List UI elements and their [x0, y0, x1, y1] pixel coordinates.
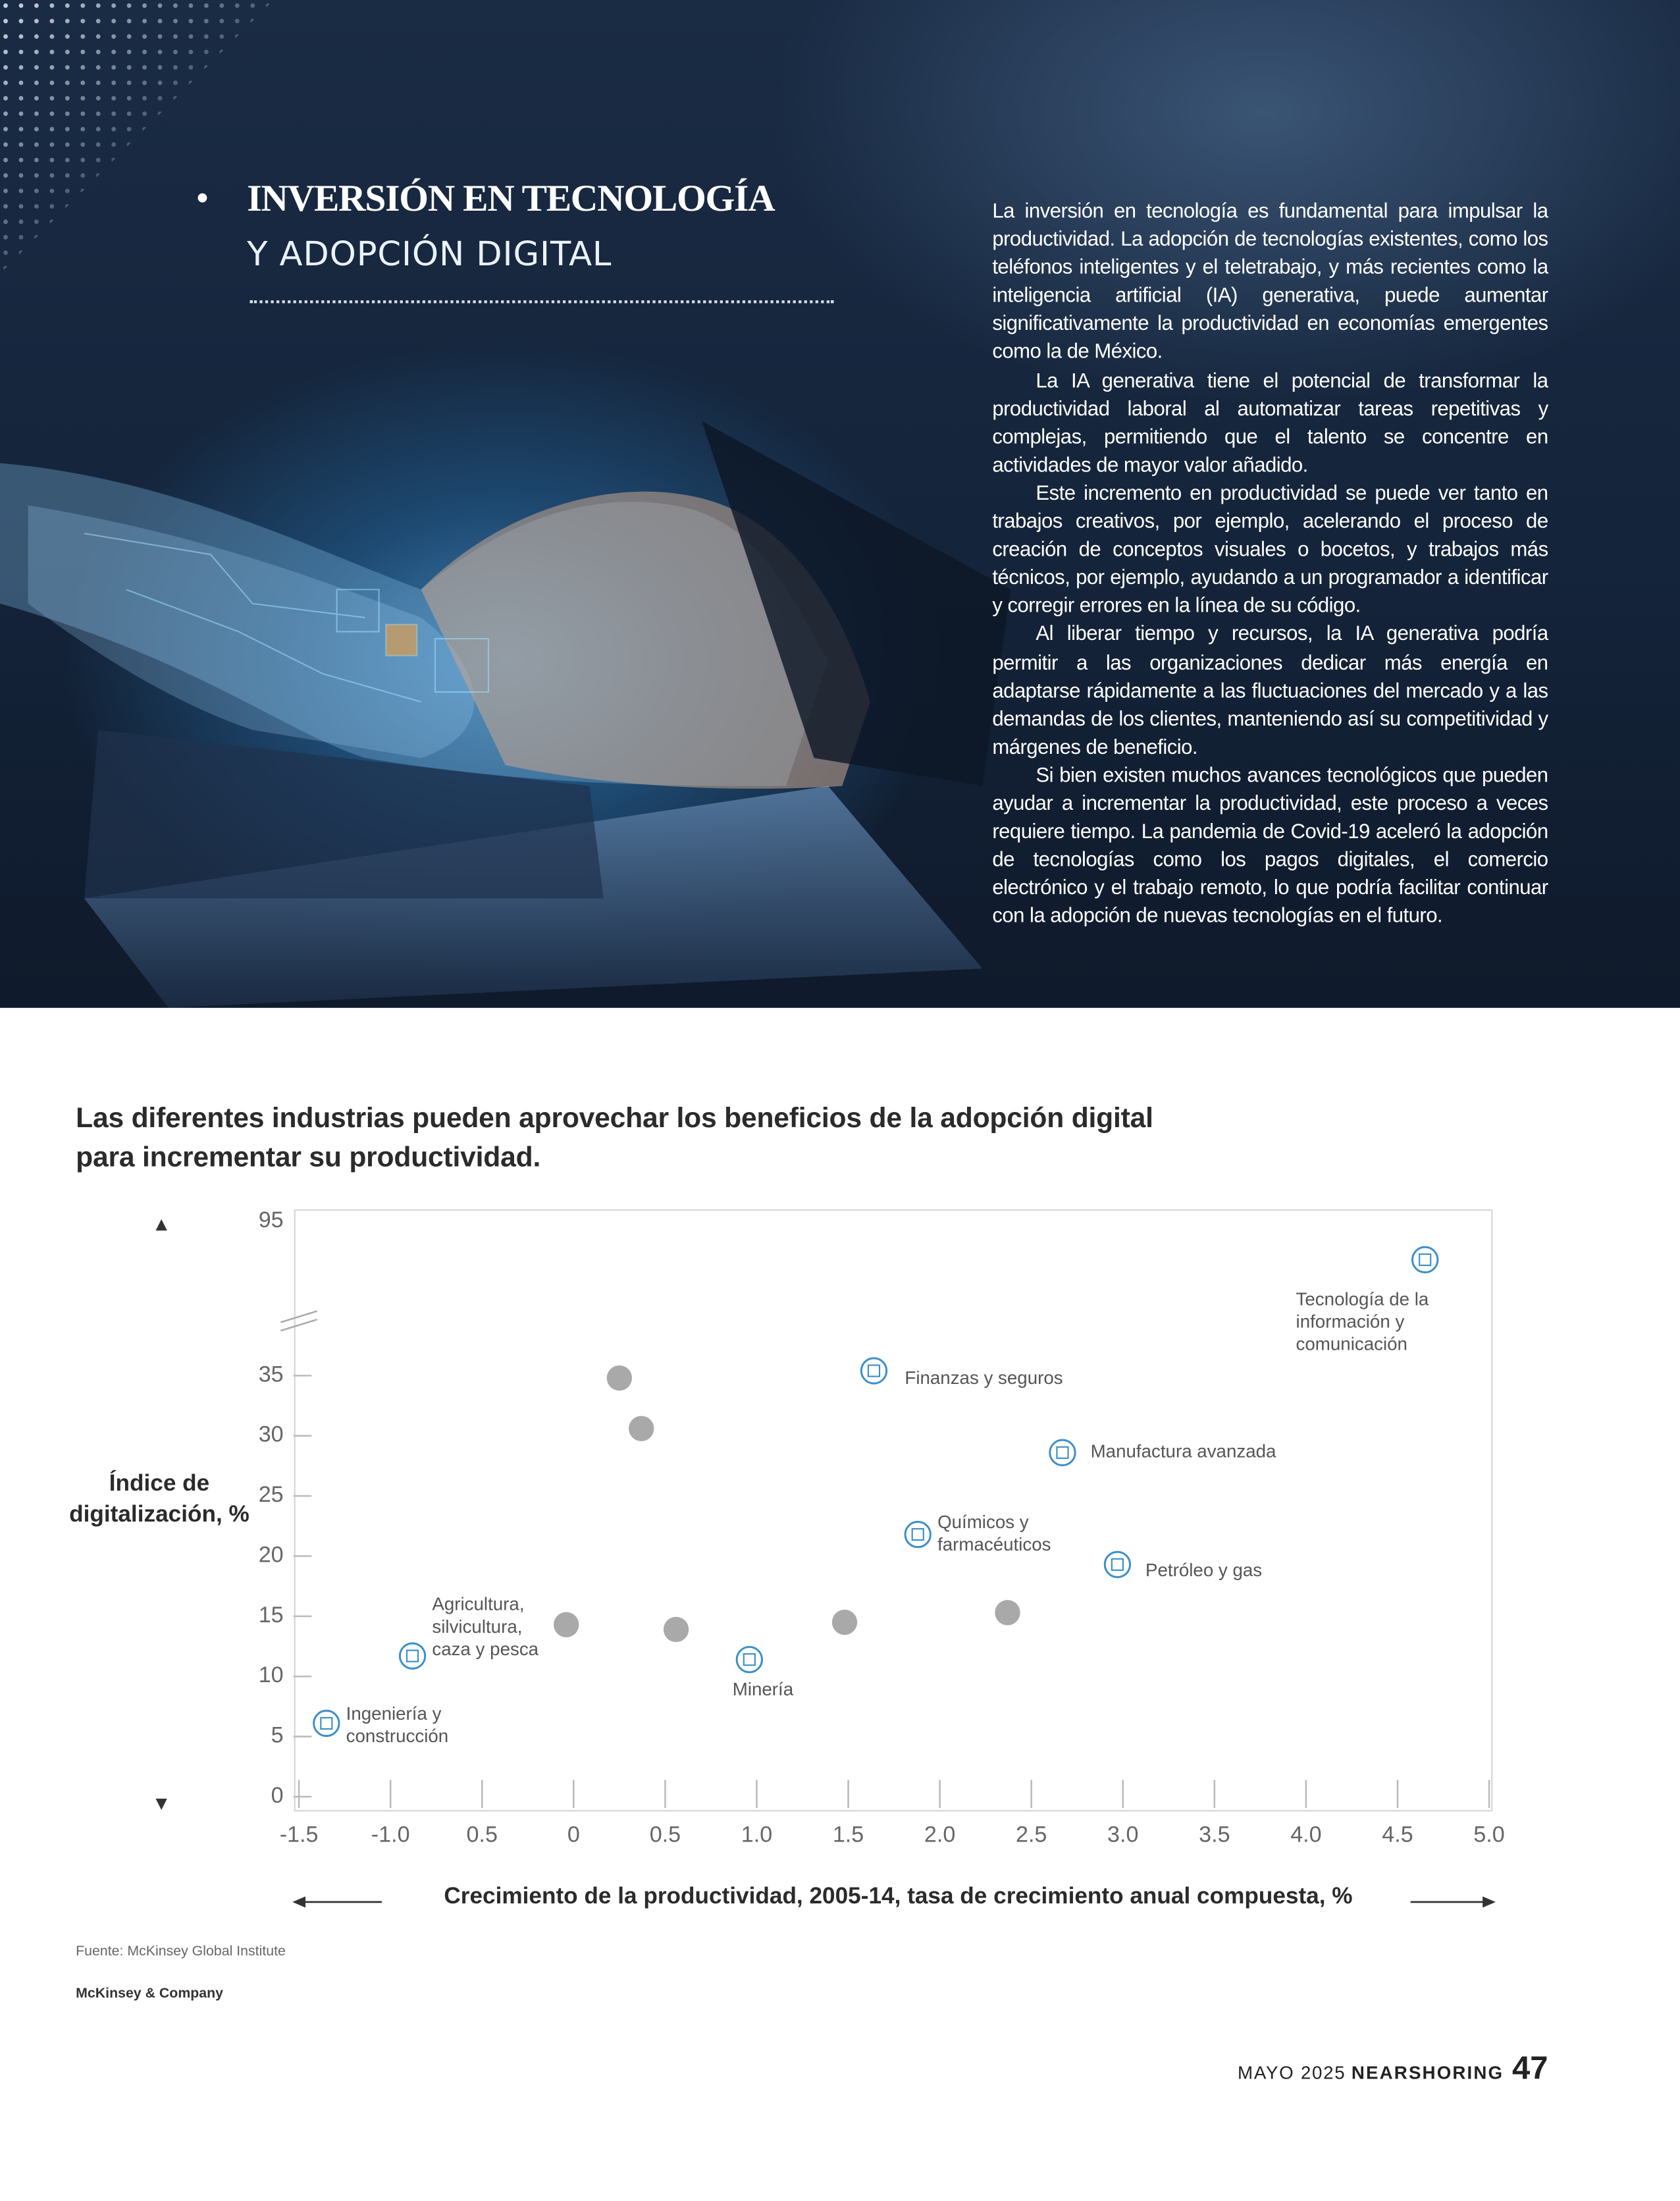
- hero-image: • INVERSIÓN EN TECNOLOGÍA Y ADOPCIÓN DIG…: [0, 0, 1680, 1008]
- section-subtitle: Y ADOPCIÓN DIGITAL: [247, 234, 612, 274]
- y-tick-label: 10: [259, 1662, 284, 1687]
- industry-icon: [1103, 1551, 1132, 1578]
- x-tick-label: 0.5: [650, 1822, 681, 1847]
- data-point: [995, 1600, 1020, 1626]
- icon-detail: [867, 1364, 881, 1377]
- icon-detail: [320, 1716, 333, 1730]
- point-label: caza y pesca: [432, 1639, 538, 1659]
- data-point: [629, 1416, 654, 1441]
- paragraph: Si bien existen muchos avances tecnológi…: [992, 764, 1548, 928]
- point-label: información y: [1296, 1312, 1405, 1332]
- chart-brand: McKinsey & Company: [76, 1986, 224, 2002]
- issue-date: MAYO 2025: [1238, 2061, 1346, 2083]
- y-tick-label: 5: [271, 1723, 284, 1748]
- y-tick-label: 30: [259, 1422, 284, 1447]
- y-axis-label: Índice de digitalización, %: [69, 1471, 249, 1527]
- point-label: farmacéuticos: [937, 1534, 1051, 1554]
- x-tick-label: 4.0: [1290, 1822, 1321, 1847]
- x-axis-label: Crecimiento de la productividad, 2005-14…: [444, 1884, 1353, 1909]
- y-tick-label: 15: [259, 1603, 284, 1628]
- x-tick-label: 1.0: [741, 1822, 772, 1847]
- point-label: Agricultura,: [432, 1594, 524, 1614]
- point-label: Tecnología de la: [1296, 1288, 1429, 1309]
- x-tick-label: 3.5: [1199, 1822, 1230, 1847]
- y-tick-label: 35: [259, 1362, 284, 1387]
- industry-icon: [1049, 1439, 1076, 1466]
- data-point: [663, 1616, 689, 1643]
- y-tick-label: 20: [259, 1542, 284, 1567]
- paragraph: La inversión en tecnología es fundamenta…: [992, 200, 1548, 365]
- point-label: Químicos y: [937, 1512, 1029, 1532]
- y-tick-label: 0: [271, 1783, 284, 1808]
- x-tick-label: 2.5: [1016, 1822, 1047, 1847]
- icon-detail: [911, 1527, 924, 1541]
- paragraph: Este incremento en productividad se pued…: [992, 483, 1548, 618]
- axis-arrows: [155, 1219, 1496, 1908]
- x-tick-label: 2.0: [924, 1822, 955, 1847]
- icon-detail: [1111, 1558, 1124, 1571]
- magazine-name: NEARSHORING: [1351, 2061, 1504, 2083]
- icon-detail: [1419, 1253, 1432, 1266]
- data-point: [554, 1612, 579, 1637]
- x-tick-label: 0: [567, 1822, 580, 1847]
- hero-art: [0, 0, 1011, 1008]
- chart: 0 5 10 15 20 25 30 35 95 -1.5 -1.0 0.5 0 0.5 1.0 1.5 2.0…: [155, 1207, 1505, 1908]
- point-label: silvicultura,: [432, 1616, 522, 1637]
- data-point: [831, 1609, 858, 1635]
- point-label: construcción: [346, 1726, 449, 1746]
- icon-detail: [406, 1649, 419, 1662]
- data-point: [606, 1365, 633, 1391]
- industry-icon: [398, 1642, 427, 1670]
- x-tick-label: 0.5: [467, 1822, 498, 1847]
- footer: MAYO 2025 NEARSHORING 47: [1238, 2050, 1548, 2088]
- x-tick-label: -1.0: [371, 1822, 410, 1847]
- chart-source: Fuente: McKinsey Global Institute: [76, 1944, 286, 1960]
- axis-break: [280, 1310, 318, 1332]
- y-tick-label: 25: [259, 1482, 284, 1507]
- x-tick-label: -1.5: [280, 1822, 319, 1847]
- industry-icon: [735, 1645, 764, 1674]
- x-tick-label: 4.5: [1382, 1822, 1413, 1847]
- dotted-rule: [249, 300, 834, 304]
- point-label: Ingeniería y: [346, 1703, 442, 1724]
- x-tick-label: 3.0: [1107, 1822, 1138, 1847]
- icon-detail: [743, 1653, 756, 1666]
- industry-icon: [904, 1520, 932, 1549]
- chart-title: Las diferentes industrias pueden aprovec…: [76, 1103, 1153, 1174]
- point-label: comunicación: [1296, 1334, 1407, 1354]
- x-tick-label: 5.0: [1473, 1822, 1504, 1847]
- point-label: Finanzas y seguros: [905, 1367, 1063, 1388]
- industry-icon: [1411, 1246, 1439, 1273]
- y-tick-label: 95: [259, 1207, 284, 1233]
- bullet: •: [196, 179, 209, 218]
- paragraph: La IA generativa tiene el potencial de t…: [992, 369, 1548, 477]
- industry-icon: [313, 1709, 340, 1737]
- point-label: Minería: [733, 1679, 794, 1699]
- icon-detail: [1056, 1446, 1069, 1459]
- body-text: La inversión en tecnología es fundamenta…: [992, 198, 1548, 932]
- point-label: Petróleo y gas: [1145, 1560, 1262, 1580]
- page-number: 47: [1512, 2049, 1548, 2086]
- x-tick-label: 1.5: [833, 1822, 864, 1847]
- section-title: INVERSIÓN EN TECNOLOGÍA: [247, 176, 775, 219]
- paragraph: Al liberar tiempo y recursos, la IA gene…: [992, 623, 1548, 759]
- industry-icon: [860, 1357, 888, 1385]
- point-label: Manufactura avanzada: [1091, 1441, 1276, 1462]
- plot-frame: [294, 1209, 1493, 1812]
